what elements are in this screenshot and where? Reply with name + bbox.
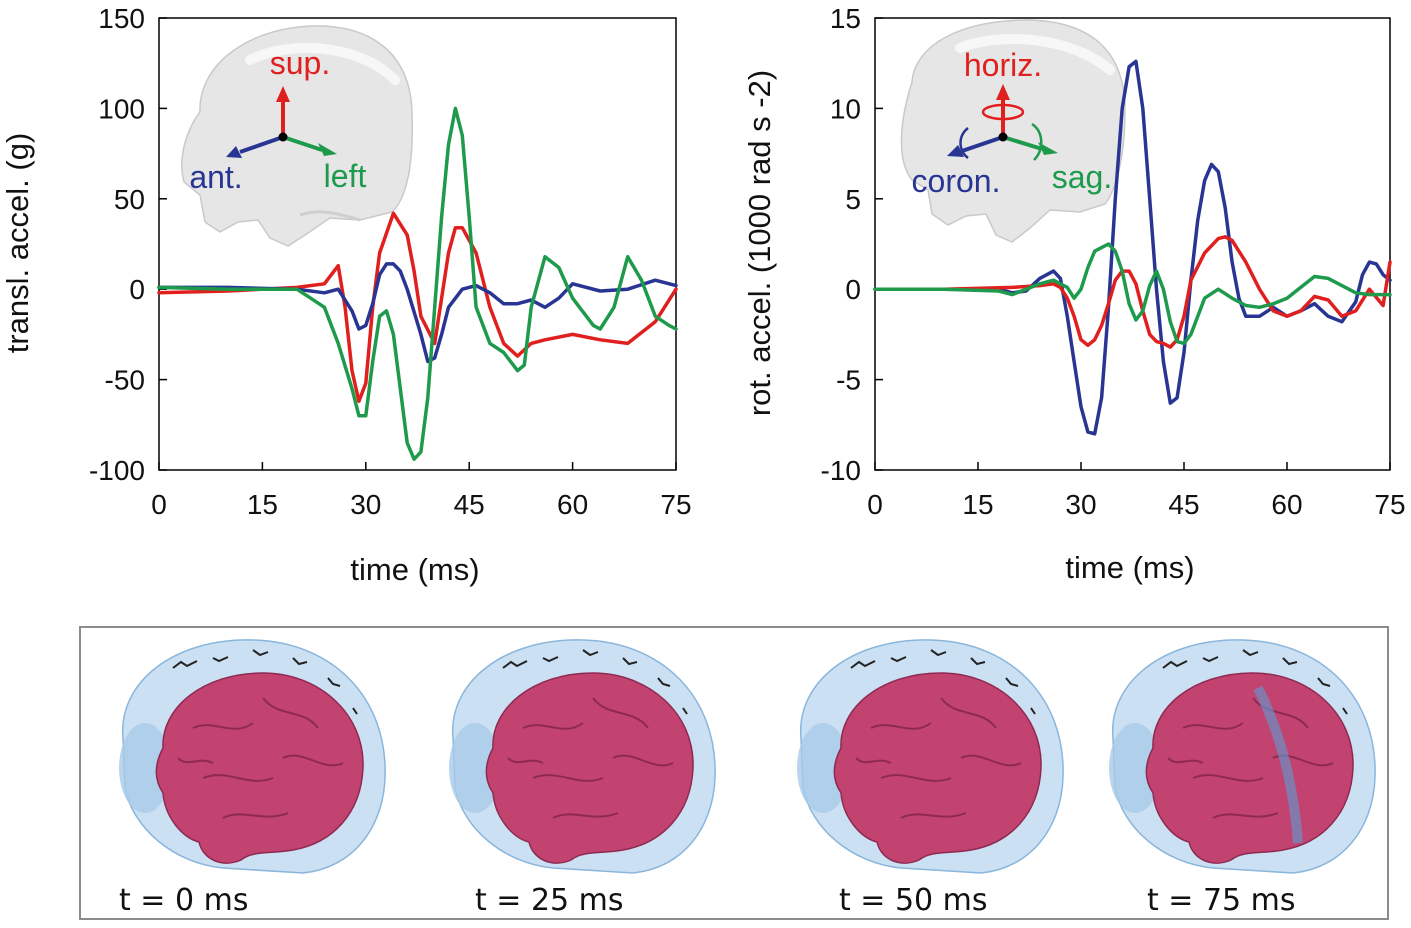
axis-arrows-left [226, 86, 337, 158]
frame-label-0ms: t = 0 ms [119, 883, 249, 918]
plot-frame-left [158, 17, 677, 471]
series-line-left-left [157, 106, 678, 461]
brain-image-75ms [1109, 639, 1376, 874]
y-tick-label-right-4: 10 [830, 93, 861, 124]
y-tick-label-right-0: -10 [821, 455, 861, 486]
x-axis-label-left: time (ms) [350, 552, 479, 587]
y-tick-label-right-1: -5 [836, 365, 861, 396]
rotational-acceleration-chart: horiz.coron. sag. 0 15 30 45 60 75-10-5051015 … [742, 3, 1406, 585]
annotation-right-sag: sag. [1052, 159, 1112, 195]
y-tick-label-right-2: 0 [845, 274, 861, 305]
brain-frame-0ms: t = 0 ms [103, 628, 403, 918]
brain-image-50ms [797, 639, 1064, 874]
series-line-right-sag [873, 242, 1392, 346]
frame-label-50ms: t = 50 ms [839, 883, 988, 918]
x-tick-label-right-2: 30 [1065, 489, 1096, 520]
skull-inset-left [181, 25, 414, 247]
y-tick-label-left-1: -50 [105, 365, 145, 396]
plot-frame-right [874, 17, 1391, 471]
x-tick-label-left-0: 0 [151, 489, 167, 520]
y-axis-label-right: rot. accel. (1000 rad s -2) [742, 70, 777, 416]
annotation-left-ant: ant. [189, 159, 242, 195]
y-tick-label-left-5: 150 [98, 3, 145, 34]
translational-acceleration-chart: sup. ant. left 0 15 30 45 60 75 -100 -50 0 50 100 150… [0, 3, 692, 587]
x-tick-label-left-1: 15 [247, 489, 278, 520]
brain-deformation-panel: t = 0 ms t = 25 ms t = 50 ms t = 75 ms [79, 626, 1389, 920]
series-line-right-coron [873, 59, 1392, 436]
series-line-left-sup [157, 211, 678, 404]
x-tick-label-right-4: 60 [1271, 489, 1302, 520]
y-tick-label-left-4: 100 [98, 93, 145, 124]
series-line-right-horiz [873, 235, 1392, 349]
y-tick-label-left-2: 0 [129, 274, 145, 305]
frame-label-75ms: t = 75 ms [1147, 883, 1296, 918]
brain-frame-75ms: t = 75 ms [1093, 628, 1393, 918]
frame-label-25ms: t = 25 ms [475, 883, 624, 918]
x-tick-label-right-1: 15 [962, 489, 993, 520]
brain-image-25ms [449, 639, 716, 874]
chart-figure: sup.ant. left 0 15 30 45 60 75-100-50050100150… [0, 3, 1406, 587]
y-tick-label-right-3: 5 [845, 184, 861, 215]
rotation-arrows-right [947, 84, 1058, 161]
x-tick-label-left-2: 30 [350, 489, 381, 520]
y-tick-label-left-0: -100 [89, 455, 145, 486]
x-axis-label-right: time (ms) [1065, 550, 1194, 585]
annotation-right-horiz: horiz. [964, 47, 1042, 83]
brain-frame-25ms: t = 25 ms [433, 628, 733, 918]
x-tick-label-left-5: 75 [660, 489, 691, 520]
x-tick-label-left-4: 60 [557, 489, 588, 520]
y-tick-label-right-5: 15 [830, 3, 861, 34]
x-tick-label-right-5: 75 [1374, 489, 1405, 520]
annotation-right-coron: coron. [912, 163, 1001, 199]
annotation-left-sup: sup. [270, 45, 330, 81]
x-tick-label-right-3: 45 [1168, 489, 1199, 520]
x-tick-label-left-3: 45 [454, 489, 485, 520]
y-axis-label-left: transl. accel. (g) [0, 133, 35, 354]
brain-image-0ms [119, 639, 386, 874]
x-tick-label-right-0: 0 [867, 489, 883, 520]
series-line-left-ant [157, 262, 678, 364]
annotation-left-left: left [324, 158, 367, 194]
y-tick-label-left-3: 50 [114, 184, 145, 215]
skull-inset-right [900, 19, 1126, 243]
brain-frame-50ms: t = 50 ms [781, 628, 1081, 918]
